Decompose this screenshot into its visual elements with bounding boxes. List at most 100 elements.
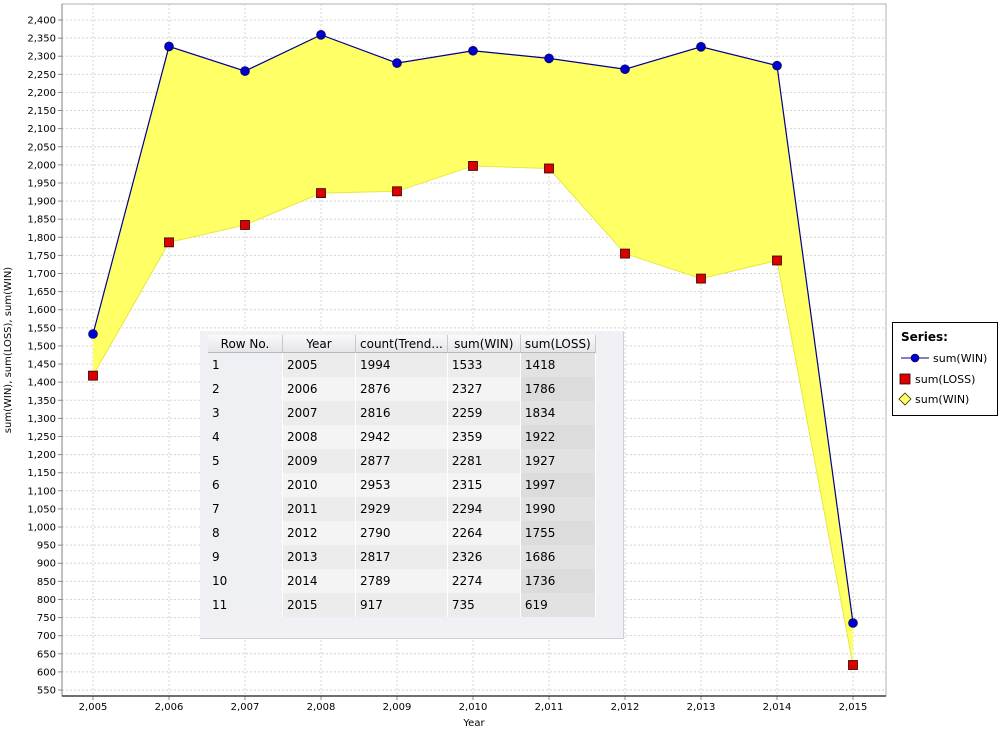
table-cell: 2294 bbox=[447, 497, 521, 521]
legend-item-sum-loss[interactable]: sum(LOSS) bbox=[897, 371, 975, 387]
table-cell: 2790 bbox=[355, 521, 448, 545]
col-header-row-no[interactable]: Row No. bbox=[208, 335, 283, 353]
y-tick-label: 700 bbox=[37, 631, 56, 642]
table-cell: 917 bbox=[355, 593, 448, 617]
x-tick-label: 2,012 bbox=[611, 702, 640, 713]
loss-point bbox=[392, 186, 402, 197]
table-cell: 1 bbox=[208, 352, 283, 377]
table-row[interactable]: 6 2010 2953 2315 1997 bbox=[208, 473, 596, 497]
legend-title: Series: bbox=[901, 330, 948, 344]
table-cell: 10 bbox=[208, 569, 283, 593]
y-tick-label: 850 bbox=[37, 577, 56, 588]
x-tick-label: 2,011 bbox=[535, 702, 564, 713]
table-row[interactable]: 2 2006 2876 2327 1786 bbox=[208, 377, 596, 401]
marker-layer bbox=[88, 30, 858, 670]
table-row[interactable]: 11 2015 917 735 619 bbox=[208, 593, 596, 617]
table-cell: 2274 bbox=[447, 569, 521, 593]
y-tick-label: 2,050 bbox=[27, 142, 56, 153]
data-table-panel: Row No. Year count(Trend... sum(WIN) sum… bbox=[200, 331, 624, 639]
y-tick-label: 900 bbox=[37, 559, 56, 570]
table-cell: 1418 bbox=[520, 352, 596, 377]
x-tick-label: 2,009 bbox=[383, 702, 412, 713]
col-header-sum-win[interactable]: sum(WIN) bbox=[447, 335, 521, 353]
col-header-year[interactable]: Year bbox=[282, 335, 356, 353]
table-row[interactable]: 3 2007 2816 2259 1834 bbox=[208, 401, 596, 425]
x-tick-label: 2,006 bbox=[155, 702, 184, 713]
y-tick-label: 1,050 bbox=[27, 504, 56, 515]
table-cell: 2013 bbox=[282, 545, 356, 569]
y-axis-title: sum(WIN), sum(LOSS), sum(WIN) bbox=[3, 267, 14, 434]
table-cell: 11 bbox=[208, 593, 283, 617]
y-tick-label: 1,800 bbox=[27, 233, 56, 244]
data-table: Row No. Year count(Trend... sum(WIN) sum… bbox=[208, 335, 596, 617]
win-point bbox=[696, 41, 706, 52]
loss-point bbox=[468, 161, 478, 171]
win-point bbox=[544, 53, 554, 64]
loss-point bbox=[88, 370, 98, 381]
y-tick-label: 1,350 bbox=[27, 396, 56, 407]
table-row[interactable]: 8 2012 2790 2264 1755 bbox=[208, 521, 596, 545]
table-cell: 2816 bbox=[355, 401, 448, 425]
y-tick-label: 1,250 bbox=[27, 432, 56, 443]
table-cell: 2877 bbox=[355, 449, 448, 473]
table-cell: 2327 bbox=[447, 377, 521, 401]
table-row[interactable]: 7 2011 2929 2294 1990 bbox=[208, 497, 596, 521]
x-tick-label: 2,013 bbox=[687, 702, 716, 713]
win-point bbox=[316, 30, 326, 40]
table-cell: 1922 bbox=[520, 425, 596, 449]
table-cell: 1834 bbox=[520, 401, 596, 425]
table-cell: 9 bbox=[208, 545, 283, 569]
table-row[interactable]: 5 2009 2877 2281 1927 bbox=[208, 449, 596, 473]
table-cell: 2010 bbox=[282, 473, 356, 497]
table-cell: 2009 bbox=[282, 449, 356, 473]
loss-point bbox=[620, 248, 630, 259]
y-tick-label: 1,900 bbox=[27, 197, 56, 208]
table-cell: 8 bbox=[208, 521, 283, 545]
legend: Series: sum(WIN) sum(LOSS) sum(WIN) bbox=[892, 322, 998, 416]
win-point bbox=[848, 618, 858, 628]
x-tick-label: 2,010 bbox=[459, 702, 488, 713]
y-tick-label: 2,100 bbox=[27, 124, 56, 135]
x-tick-label: 2,015 bbox=[839, 702, 868, 713]
table-row[interactable]: 9 2013 2817 2326 1686 bbox=[208, 545, 596, 569]
table-cell: 2789 bbox=[355, 569, 448, 593]
square-icon bbox=[897, 372, 913, 386]
x-axis-title: Year bbox=[462, 718, 485, 729]
table-cell: 2953 bbox=[355, 473, 448, 497]
table-cell: 1786 bbox=[520, 377, 596, 401]
win-point bbox=[620, 64, 630, 75]
y-tick-label: 1,850 bbox=[27, 215, 56, 226]
col-header-sum-loss[interactable]: sum(LOSS) bbox=[520, 335, 596, 353]
table-cell: 1686 bbox=[520, 545, 596, 569]
y-tick-label: 550 bbox=[37, 686, 56, 697]
table-row[interactable]: 1 2005 1994 1533 1418 bbox=[208, 352, 596, 377]
y-tick-label: 1,300 bbox=[27, 414, 56, 425]
table-cell: 2817 bbox=[355, 545, 448, 569]
x-tick-label: 2,007 bbox=[231, 702, 260, 713]
y-tick-label: 2,200 bbox=[27, 88, 56, 99]
y-tick-label: 2,250 bbox=[27, 70, 56, 81]
table-cell: 1997 bbox=[520, 473, 596, 497]
legend-item-sum-win-area[interactable]: sum(WIN) bbox=[897, 391, 969, 407]
table-cell: 2008 bbox=[282, 425, 356, 449]
win-point bbox=[772, 60, 782, 71]
y-tick-label: 1,000 bbox=[27, 523, 56, 534]
table-cell: 619 bbox=[520, 593, 596, 617]
table-cell: 1927 bbox=[520, 449, 596, 473]
table-cell: 7 bbox=[208, 497, 283, 521]
table-cell: 2 bbox=[208, 377, 283, 401]
col-header-count[interactable]: count(Trend... bbox=[355, 335, 448, 353]
table-row[interactable]: 4 2008 2942 2359 1922 bbox=[208, 425, 596, 449]
y-tick-label: 650 bbox=[37, 649, 56, 660]
y-tick-label: 2,350 bbox=[27, 34, 56, 45]
win-point bbox=[392, 58, 402, 68]
table-cell: 1994 bbox=[355, 352, 448, 377]
table-cell: 2359 bbox=[447, 425, 521, 449]
win-point bbox=[468, 45, 478, 56]
axis-layer: 550 600 650 700 750 800 850 900 950 1,000 1,050 1,1… bbox=[27, 4, 886, 713]
table-cell: 1990 bbox=[520, 497, 596, 521]
loss-point bbox=[696, 273, 706, 284]
legend-item-sum-win[interactable]: sum(WIN) bbox=[897, 350, 987, 366]
legend-label: sum(WIN) bbox=[933, 351, 988, 365]
table-row[interactable]: 10 2014 2789 2274 1736 bbox=[208, 569, 596, 593]
